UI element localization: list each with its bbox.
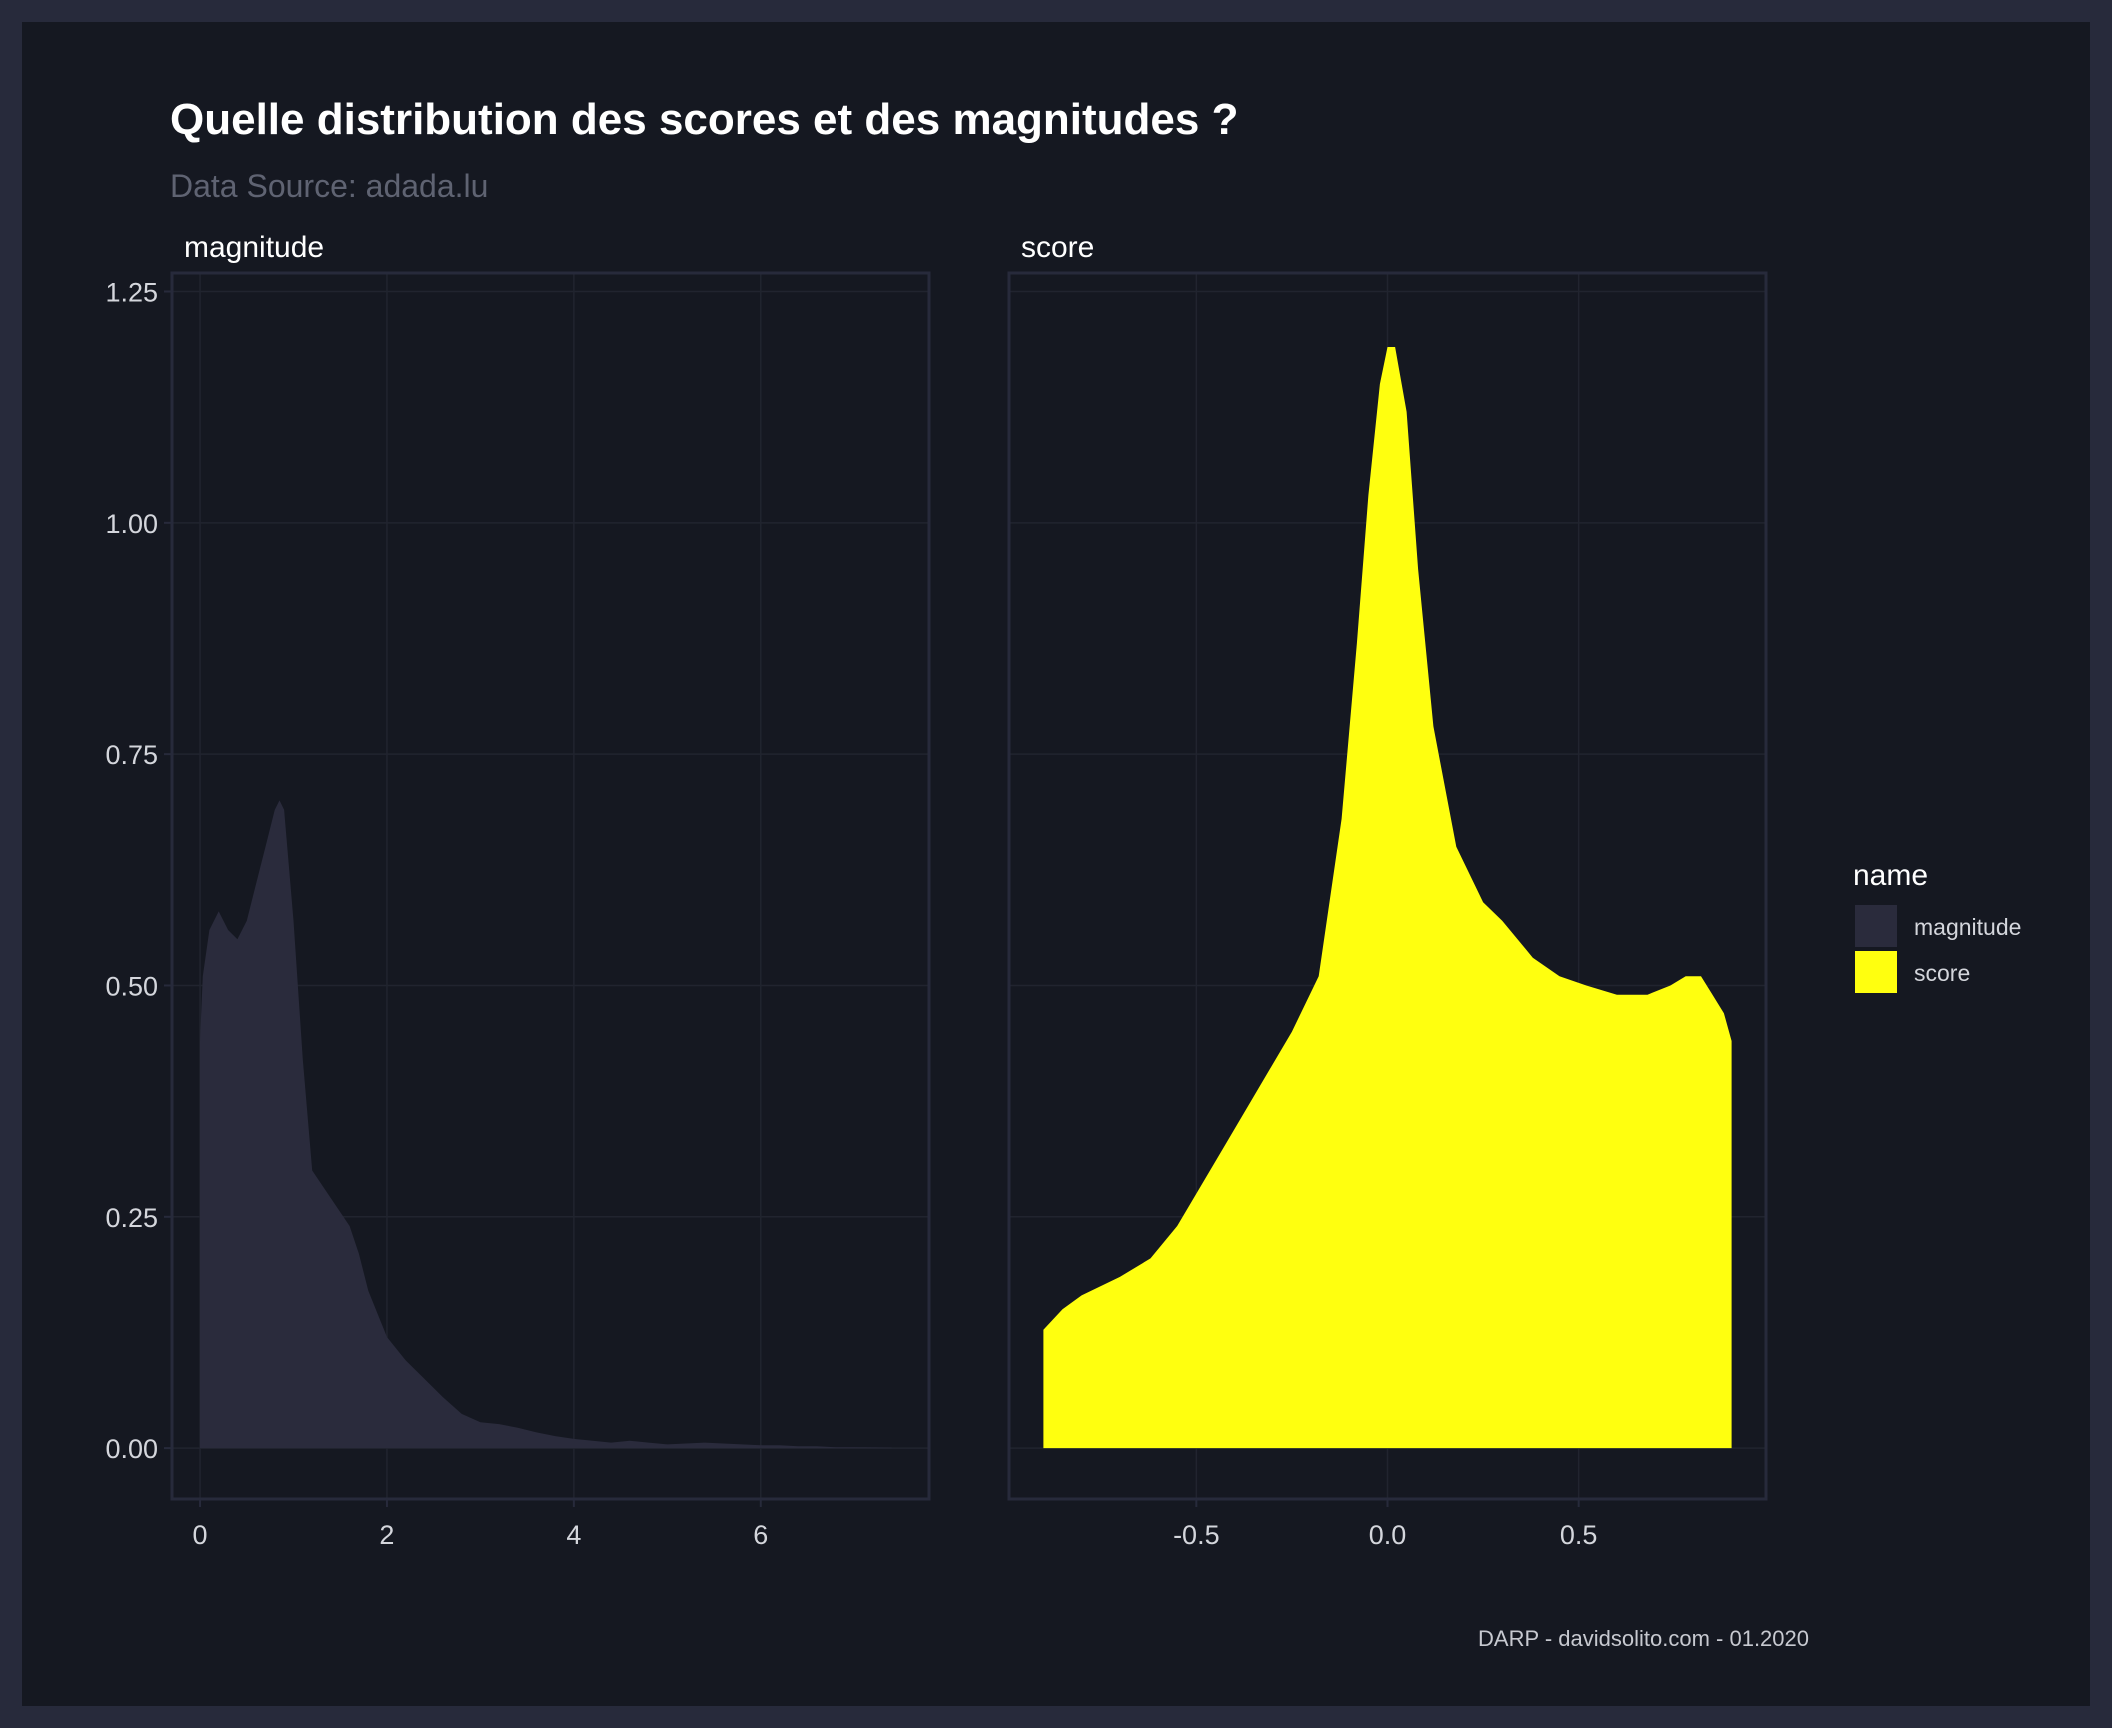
density-chart: Quelle distribution des scores et des ma… xyxy=(105,95,2021,1651)
x-tick-label: -0.5 xyxy=(1173,1520,1220,1550)
x-tick-label: 4 xyxy=(566,1520,581,1550)
x-tick-label: 0.0 xyxy=(1369,1520,1407,1550)
legend-swatch-score xyxy=(1855,951,1897,993)
legend-label-magnitude: magnitude xyxy=(1914,914,2021,940)
x-tick-label: 0 xyxy=(193,1520,208,1550)
density-area-score xyxy=(1043,347,1732,1449)
y-tick-label: 1.25 xyxy=(105,278,158,308)
chart-frame: Quelle distribution des scores et des ma… xyxy=(22,22,2090,1706)
chart-subtitle: Data Source: adada.lu xyxy=(170,168,488,204)
legend-label-score: score xyxy=(1914,960,1970,986)
chart-title: Quelle distribution des scores et des ma… xyxy=(170,95,1238,144)
facet-score: score -0.5 0.0 0.5 xyxy=(1007,231,1768,1550)
facet-magnitude: magnitude 0 2 4 6 0.00 0.25 0.50 0.75 1.00 1.25 xyxy=(105,231,931,1550)
facet-label-score: score xyxy=(1021,231,1094,264)
y-tick-label: 0.50 xyxy=(105,971,158,1001)
x-tick-label: 6 xyxy=(753,1520,768,1550)
panel-border xyxy=(170,271,931,1501)
chart-caption: DARP - davidsolito.com - 01.2020 xyxy=(1478,1626,1809,1651)
legend-title: name xyxy=(1853,859,1928,892)
y-tick-label: 0.00 xyxy=(105,1434,158,1464)
x-tick-label: 0.5 xyxy=(1560,1520,1598,1550)
y-tick-label: 0.75 xyxy=(105,740,158,770)
legend: name magnitude score xyxy=(1853,859,2021,993)
density-area-magnitude xyxy=(200,800,892,1449)
y-tick-label: 0.25 xyxy=(105,1203,158,1233)
x-tick-label: 2 xyxy=(379,1520,394,1550)
facet-label-magnitude: magnitude xyxy=(184,231,324,264)
y-tick-label: 1.00 xyxy=(105,509,158,539)
legend-swatch-magnitude xyxy=(1855,905,1897,947)
